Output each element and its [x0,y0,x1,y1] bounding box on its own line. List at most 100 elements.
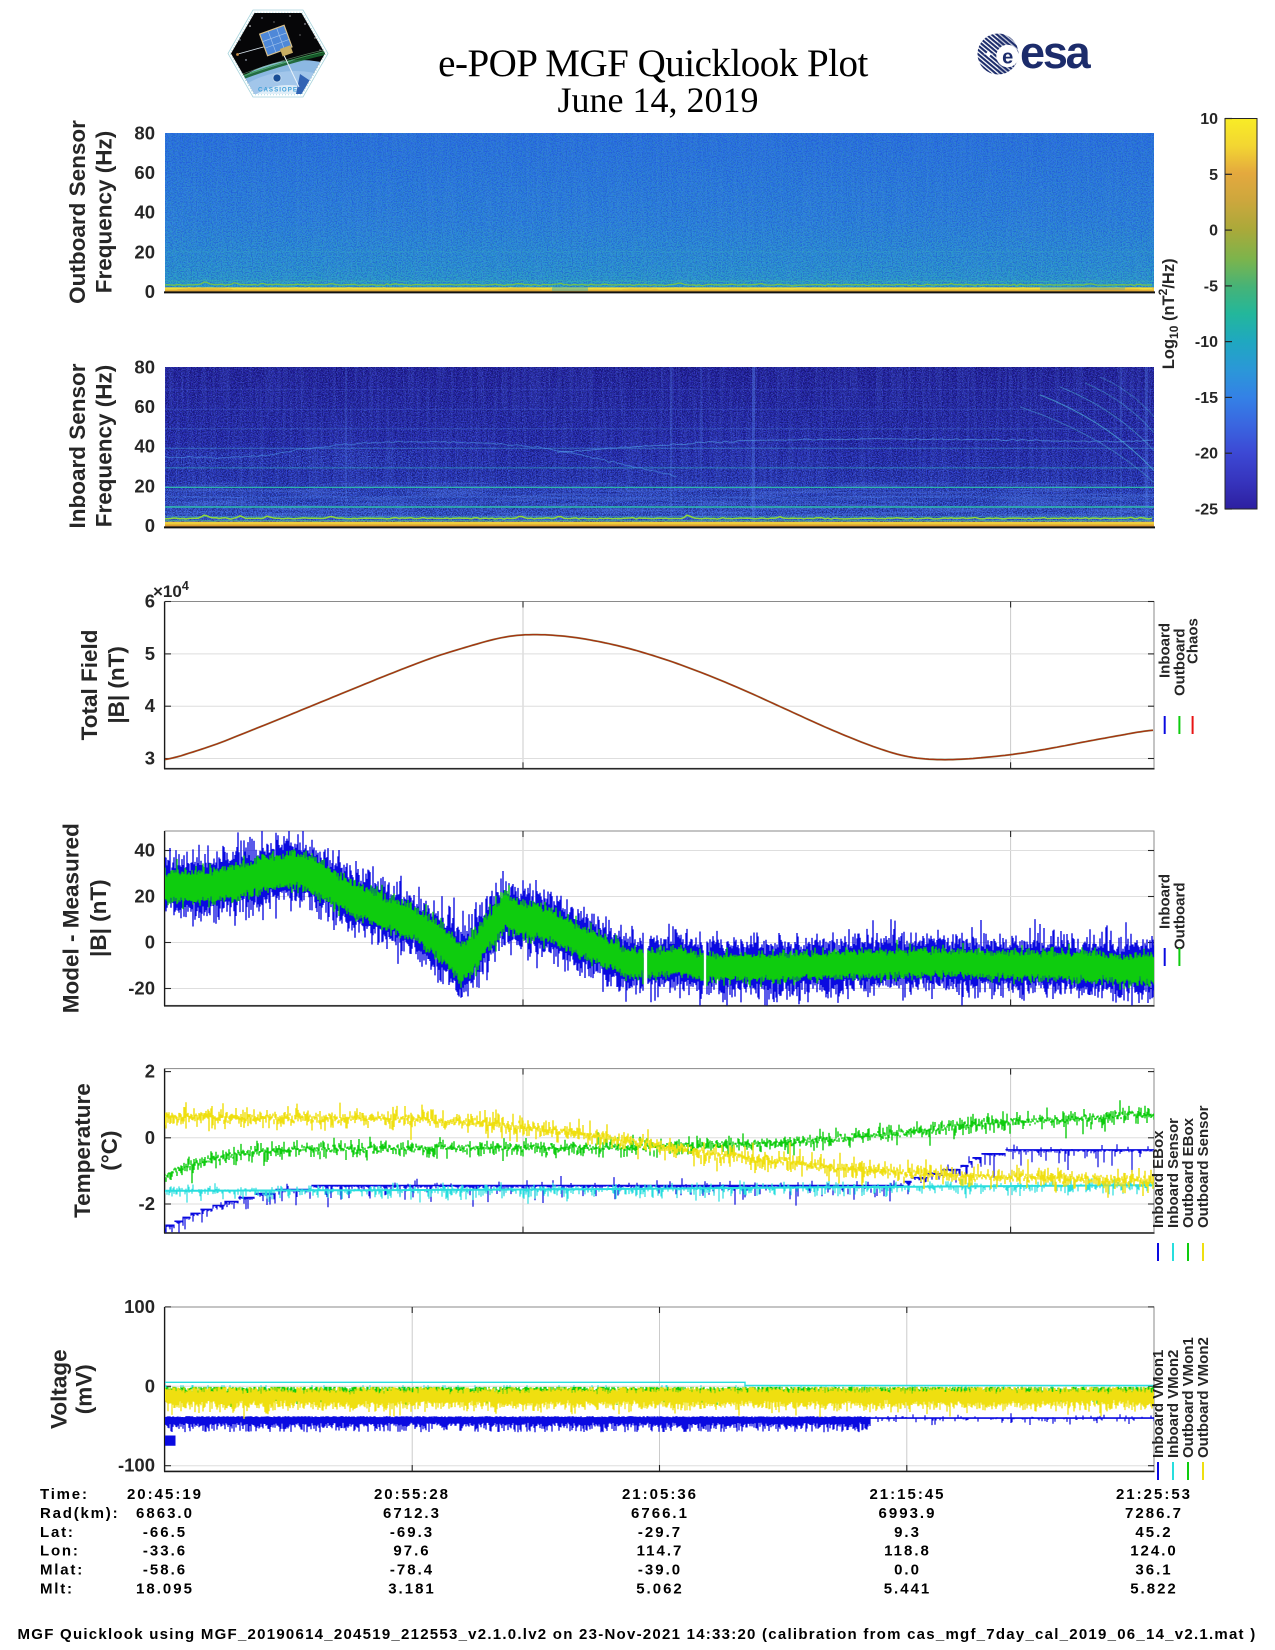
svg-text:20: 20 [134,475,155,496]
svg-text:20: 20 [134,886,155,907]
svg-text:-69.3: -69.3 [390,1524,434,1541]
svg-text:0: 0 [145,515,155,536]
svg-text:40: 40 [134,202,155,223]
svg-text:-15: -15 [1195,390,1218,407]
svg-text:80: 80 [134,123,155,144]
svg-text:0: 0 [145,281,155,302]
svg-text:(°C): (°C) [97,1130,122,1170]
svg-text:36.1: 36.1 [1135,1562,1172,1579]
svg-text:10: 10 [1200,111,1218,128]
svg-text:Inboard Sensor: Inboard Sensor [1165,1118,1182,1228]
svg-text:e-POP MGF Quicklook Plot: e-POP MGF Quicklook Plot [438,42,868,85]
svg-text:Outboard: Outboard [1171,629,1188,697]
svg-text:6766.1: 6766.1 [631,1505,689,1522]
svg-text:Total Field: Total Field [77,629,102,740]
svg-text:45.2: 45.2 [1135,1524,1172,1541]
svg-text:40: 40 [134,436,155,457]
svg-text:Outboard: Outboard [1171,883,1188,951]
svg-text:20:55:28: 20:55:28 [374,1486,450,1503]
svg-text:-20: -20 [128,978,155,999]
svg-text:0: 0 [145,1375,155,1396]
svg-text:Model - Measured: Model - Measured [59,823,84,1013]
svg-text:5: 5 [145,643,155,664]
svg-text:Outboard VMon2: Outboard VMon2 [1195,1337,1212,1458]
svg-text:-2: -2 [139,1193,155,1214]
svg-text:100: 100 [124,1296,155,1317]
svg-text:Inboard: Inboard [1157,874,1174,929]
svg-text:Inboard VMon1: Inboard VMon1 [1150,1350,1167,1458]
svg-text:esa: esa [1020,27,1092,78]
svg-text:Lon:: Lon: [40,1543,80,1560]
svg-text:Rad(km):: Rad(km): [40,1505,119,1522]
svg-text:|B| (nT): |B| (nT) [104,646,129,724]
svg-text:Inboard EBox: Inboard EBox [1150,1130,1167,1228]
svg-text:18.095: 18.095 [136,1581,194,1598]
svg-text:Outboard Sensor: Outboard Sensor [65,120,90,304]
svg-text:Lat:: Lat: [40,1524,75,1541]
svg-text:(mV): (mV) [71,1364,96,1414]
svg-text:4: 4 [145,695,156,716]
svg-text:5: 5 [1209,167,1218,184]
svg-text:0: 0 [145,932,155,953]
svg-text:-20: -20 [1195,446,1218,463]
svg-text:0.0: 0.0 [894,1562,921,1579]
svg-text:20:45:19: 20:45:19 [127,1486,203,1503]
svg-text:Time:: Time: [40,1486,89,1503]
svg-text:Mlat:: Mlat: [40,1562,84,1579]
svg-text:-10: -10 [1195,334,1218,351]
svg-text:June 14, 2019: June 14, 2019 [558,80,759,120]
svg-text:Chaos: Chaos [1185,618,1202,664]
svg-text:-39.0: -39.0 [638,1562,682,1579]
svg-text:9.3: 9.3 [894,1524,921,1541]
svg-text:21:15:45: 21:15:45 [869,1486,945,1503]
svg-text:Frequency (Hz): Frequency (Hz) [92,365,117,528]
svg-text:6863.0: 6863.0 [136,1505,194,1522]
svg-text:40: 40 [134,840,155,861]
svg-text:Inboard VMon2: Inboard VMon2 [1165,1350,1182,1458]
svg-text:Voltage: Voltage [47,1349,72,1429]
svg-text:5.441: 5.441 [884,1581,932,1598]
svg-text:×104: ×104 [153,579,189,601]
svg-text:Log10 (nT2/Hz): Log10 (nT2/Hz) [1156,258,1181,369]
svg-text:6993.9: 6993.9 [879,1505,937,1522]
svg-text:2: 2 [145,1061,155,1082]
svg-text:3.181: 3.181 [388,1581,436,1598]
svg-text:MGF Quicklook using MGF_201906: MGF Quicklook using MGF_20190614_204519_… [18,1626,1257,1643]
svg-text:CASSIOPE: CASSIOPE [258,87,298,94]
svg-text:-5: -5 [1204,278,1218,295]
svg-text:-78.4: -78.4 [390,1562,434,1579]
svg-text:e: e [1002,47,1013,69]
svg-text:-66.5: -66.5 [143,1524,187,1541]
svg-text:0: 0 [1209,223,1218,240]
svg-text:60: 60 [134,396,155,417]
svg-text:Outboard EBox: Outboard EBox [1180,1117,1197,1228]
svg-text:Mlt:: Mlt: [40,1581,74,1598]
svg-text:|B| (nT): |B| (nT) [86,879,111,957]
svg-text:-33.6: -33.6 [143,1543,187,1560]
svg-text:6712.3: 6712.3 [383,1505,441,1522]
svg-text:-100: -100 [118,1455,155,1476]
svg-text:Outboard VMon1: Outboard VMon1 [1180,1337,1197,1458]
svg-text:21:25:53: 21:25:53 [1116,1486,1192,1503]
svg-text:80: 80 [134,357,155,378]
svg-text:-25: -25 [1195,502,1218,519]
svg-text:6: 6 [145,591,155,612]
svg-text:97.6: 97.6 [393,1543,430,1560]
svg-text:Inboard: Inboard [1157,623,1174,678]
svg-text:Outboard Sensor: Outboard Sensor [1195,1105,1212,1228]
svg-text:124.0: 124.0 [1130,1543,1178,1560]
svg-text:114.7: 114.7 [637,1543,684,1560]
svg-text:Frequency (Hz): Frequency (Hz) [92,131,117,294]
svg-text:3: 3 [145,748,155,769]
svg-text:21:05:36: 21:05:36 [622,1486,698,1503]
svg-text:-29.7: -29.7 [638,1524,682,1541]
svg-text:5.822: 5.822 [1130,1581,1178,1598]
svg-text:60: 60 [134,162,155,183]
svg-text:20: 20 [134,241,155,262]
svg-text:-58.6: -58.6 [143,1562,187,1579]
svg-text:7286.7: 7286.7 [1125,1505,1183,1522]
svg-text:0: 0 [145,1127,155,1148]
svg-text:118.8: 118.8 [884,1543,931,1560]
svg-text:5.062: 5.062 [636,1581,684,1598]
svg-text:Temperature: Temperature [70,1083,95,1218]
